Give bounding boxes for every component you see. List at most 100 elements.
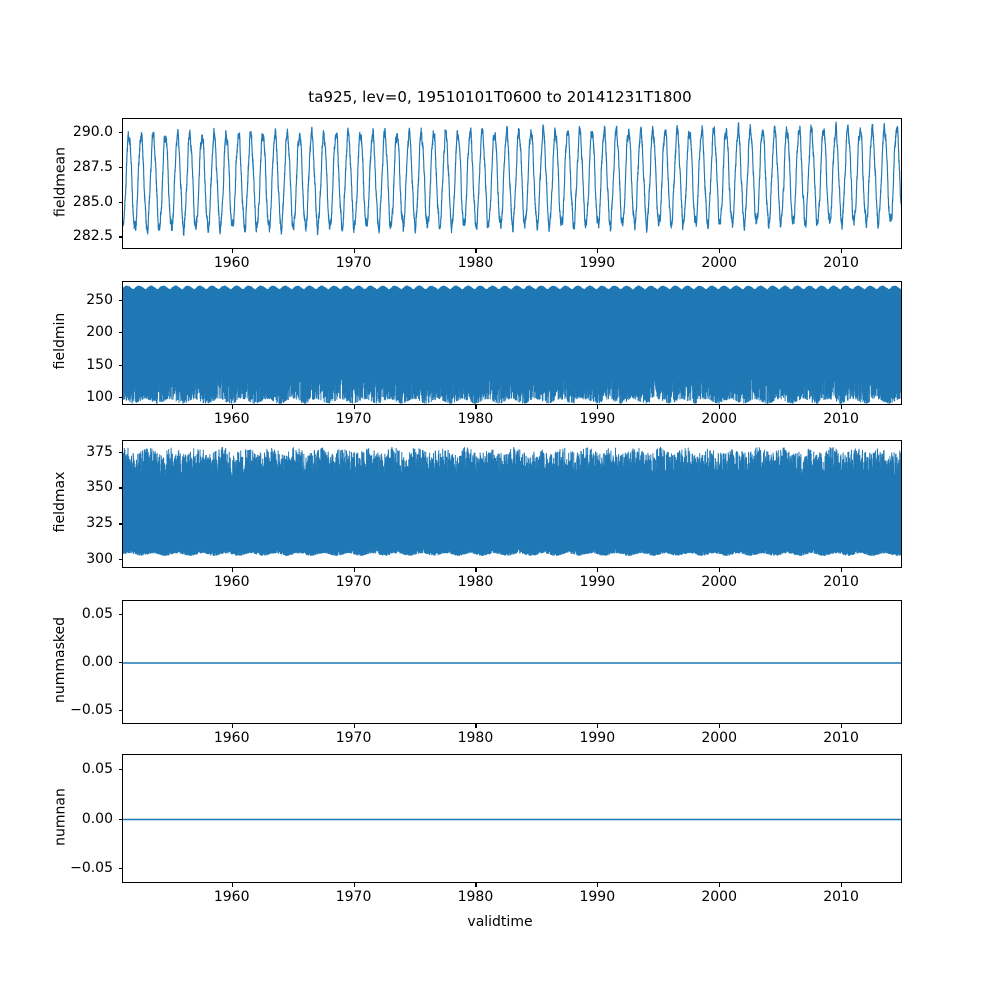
ytick-mark-fieldmin-3 <box>118 299 122 301</box>
ytick-label-fieldmax-1: 325 <box>86 515 113 532</box>
xtick-label-nummasked-0: 1960 <box>213 730 250 746</box>
axes-frame-nummasked <box>122 600 902 724</box>
axes-frame-fieldmin <box>122 281 902 405</box>
xtick-mark-fieldmin-2 <box>475 405 477 409</box>
xtick-mark-nummasked-4 <box>719 724 721 728</box>
xtick-mark-fieldmin-4 <box>719 405 721 409</box>
ytick-label-fieldmean-3: 290.0 <box>72 123 113 140</box>
xtick-mark-fieldmax-0 <box>231 568 233 572</box>
panel-nummasked <box>122 600 902 724</box>
ytick-mark-nummasked-2 <box>118 614 122 616</box>
xtick-mark-fieldmax-3 <box>597 568 599 572</box>
xtick-mark-fieldmax-1 <box>353 568 355 572</box>
ytick-label-fieldmin-1: 150 <box>86 356 113 373</box>
xtick-label-fieldmax-4: 2000 <box>701 574 738 590</box>
xtick-label-numnan-0: 1960 <box>213 889 250 905</box>
xtick-mark-fieldmin-0 <box>231 405 233 409</box>
ytick-mark-numnan-0 <box>118 868 122 870</box>
xtick-label-nummasked-4: 2000 <box>701 730 738 746</box>
xtick-label-fieldmean-5: 2010 <box>823 255 859 271</box>
xtick-label-fieldmax-5: 2010 <box>823 574 859 590</box>
panel-fieldmax <box>122 440 902 568</box>
xtick-mark-fieldmean-3 <box>597 249 599 253</box>
series-numnan <box>123 818 901 821</box>
xtick-mark-fieldmean-5 <box>841 249 843 253</box>
xtick-mark-fieldmax-2 <box>475 568 477 572</box>
ytick-mark-numnan-2 <box>118 768 122 770</box>
xtick-label-fieldmin-1: 1970 <box>335 411 372 427</box>
ytick-label-nummasked-2: 0.05 <box>81 606 113 623</box>
ytick-label-numnan-2: 0.05 <box>81 760 113 777</box>
ytick-label-numnan-0: −0.05 <box>70 860 113 877</box>
xlabel: validtime <box>467 914 533 930</box>
xtick-mark-fieldmin-5 <box>841 405 843 409</box>
series-fieldmax <box>123 446 901 556</box>
xtick-label-fieldmean-0: 1960 <box>213 255 250 271</box>
ytick-label-fieldmax-2: 350 <box>86 479 113 496</box>
xtick-mark-fieldmax-5 <box>841 568 843 572</box>
xtick-mark-fieldmin-3 <box>597 405 599 409</box>
panel-numnan <box>122 754 902 883</box>
ytick-mark-nummasked-0 <box>118 709 122 711</box>
ytick-label-fieldmean-2: 287.5 <box>72 158 113 175</box>
xtick-label-numnan-5: 2010 <box>823 889 859 905</box>
xtick-mark-fieldmin-1 <box>353 405 355 409</box>
xtick-label-fieldmin-0: 1960 <box>213 411 250 427</box>
ytick-label-fieldmin-0: 100 <box>86 389 113 406</box>
xtick-mark-numnan-5 <box>841 883 843 887</box>
xtick-label-fieldmax-2: 1980 <box>457 574 494 590</box>
ytick-mark-fieldmean-1 <box>118 201 122 203</box>
xtick-mark-fieldmean-0 <box>231 249 233 253</box>
ytick-mark-nummasked-1 <box>118 662 122 664</box>
xtick-mark-fieldmean-1 <box>353 249 355 253</box>
ytick-mark-fieldmin-2 <box>118 332 122 334</box>
figure-title: ta925, lev=0, 19510101T0600 to 20141231T… <box>308 88 692 106</box>
ytick-mark-fieldmean-0 <box>118 236 122 238</box>
xtick-mark-numnan-2 <box>475 883 477 887</box>
ytick-mark-fieldmax-3 <box>118 451 122 453</box>
ytick-mark-fieldmax-0 <box>118 559 122 561</box>
ytick-label-fieldmin-3: 250 <box>86 291 113 308</box>
axes-frame-numnan <box>122 754 902 883</box>
xtick-label-fieldmax-3: 1990 <box>579 574 616 590</box>
xtick-label-fieldmean-2: 1980 <box>457 255 494 271</box>
xtick-label-fieldmin-2: 1980 <box>457 411 494 427</box>
ytick-label-fieldmax-0: 300 <box>86 551 113 568</box>
axes-frame-fieldmax <box>122 440 902 568</box>
xtick-mark-fieldmax-4 <box>719 568 721 572</box>
axes-frame-fieldmean <box>122 118 902 249</box>
ytick-label-numnan-1: 0.00 <box>81 810 113 827</box>
xtick-mark-nummasked-2 <box>475 724 477 728</box>
xtick-mark-fieldmean-2 <box>475 249 477 253</box>
xtick-label-fieldmin-4: 2000 <box>701 411 738 427</box>
xtick-mark-nummasked-0 <box>231 724 233 728</box>
series-fieldmin <box>123 285 901 404</box>
series-nummasked <box>123 662 901 664</box>
xtick-mark-nummasked-1 <box>353 724 355 728</box>
ytick-mark-numnan-1 <box>118 818 122 820</box>
xtick-label-fieldmean-3: 1990 <box>579 255 616 271</box>
xtick-mark-nummasked-5 <box>841 724 843 728</box>
xtick-label-fieldmin-5: 2010 <box>823 411 859 427</box>
ytick-mark-fieldmin-0 <box>118 397 122 399</box>
xtick-mark-numnan-0 <box>231 883 233 887</box>
ylabel-numnan: numnan <box>52 787 68 846</box>
xtick-label-nummasked-2: 1980 <box>457 730 494 746</box>
xtick-label-nummasked-5: 2010 <box>823 730 859 746</box>
ytick-label-nummasked-0: −0.05 <box>70 701 113 718</box>
xtick-label-fieldmax-1: 1970 <box>335 574 372 590</box>
xtick-label-nummasked-1: 1970 <box>335 730 372 746</box>
ytick-label-fieldmin-2: 200 <box>86 324 113 341</box>
panel-fieldmin <box>122 281 902 405</box>
xtick-mark-nummasked-3 <box>597 724 599 728</box>
xtick-label-fieldmean-1: 1970 <box>335 255 372 271</box>
xtick-mark-numnan-4 <box>719 883 721 887</box>
panel-fieldmean <box>122 118 902 249</box>
xtick-label-fieldmax-0: 1960 <box>213 574 250 590</box>
xtick-mark-numnan-1 <box>353 883 355 887</box>
xtick-label-numnan-1: 1970 <box>335 889 372 905</box>
ytick-label-fieldmax-3: 375 <box>86 443 113 460</box>
xtick-label-numnan-3: 1990 <box>579 889 616 905</box>
xtick-label-fieldmean-4: 2000 <box>701 255 738 271</box>
